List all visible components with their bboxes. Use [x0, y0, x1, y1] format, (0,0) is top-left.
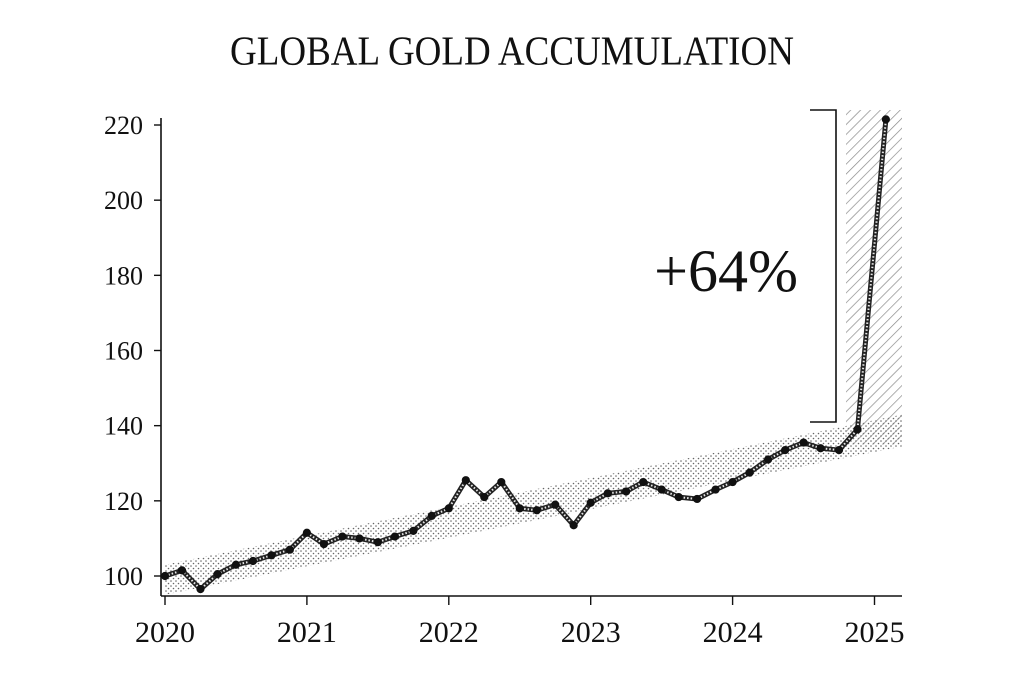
data-point [497, 477, 506, 487]
x-tick-label: 2022 [419, 616, 479, 649]
y-tick-label: 120 [104, 487, 143, 516]
y-tick-label: 200 [104, 186, 143, 215]
data-point [728, 477, 737, 487]
data-point [693, 494, 702, 504]
data-point [745, 468, 754, 477]
y-tick-label: 100 [104, 562, 143, 591]
data-point [461, 476, 470, 485]
data-point [586, 498, 595, 507]
x-tick-label: 2021 [277, 616, 337, 649]
data-point [231, 560, 241, 569]
highlight-region [846, 110, 902, 445]
data-point [160, 571, 170, 581]
data-point [390, 532, 399, 541]
data-point [319, 539, 329, 549]
data-point [781, 445, 790, 455]
data-point [799, 438, 808, 447]
data-point [816, 444, 825, 453]
data-point [674, 492, 683, 502]
annotation-bracket [810, 109, 837, 423]
x-tick-label: 2020 [135, 616, 195, 649]
data-point [622, 487, 631, 496]
y-tick-label: 160 [104, 337, 143, 366]
trend-band [165, 414, 902, 595]
data-point [267, 551, 276, 560]
data-point [213, 570, 222, 579]
x-tick-label: 2023 [561, 616, 621, 649]
data-point [881, 115, 890, 124]
data-point [763, 455, 773, 464]
series-line-texture [164, 119, 887, 591]
data-point [196, 585, 205, 594]
data-point [248, 556, 258, 566]
data-point [515, 504, 524, 513]
data-point [834, 445, 844, 455]
data-point [373, 538, 382, 547]
data-point [569, 521, 578, 530]
data-point [302, 528, 311, 537]
data-point [657, 485, 666, 494]
data-point [409, 526, 418, 536]
data-point [285, 545, 294, 554]
data-point [177, 566, 187, 575]
data-point [338, 532, 347, 541]
annotation-label: +64% [654, 238, 798, 304]
data-point [444, 504, 453, 513]
chart-title: GLOBAL GOLD ACCUMULATION [230, 28, 794, 75]
data-point [480, 492, 489, 502]
data-point [639, 477, 648, 487]
data-point [711, 485, 720, 494]
data-point [355, 534, 364, 543]
data-point [853, 425, 862, 434]
x-tick-label: 2024 [703, 616, 763, 649]
data-point [551, 500, 560, 509]
data-point [603, 489, 612, 498]
y-tick-label: 180 [104, 261, 143, 290]
data-point [427, 511, 436, 520]
data-point [532, 506, 541, 515]
y-tick-label: 140 [104, 412, 143, 441]
x-tick-label: 2025 [845, 616, 905, 649]
y-tick-label: 220 [104, 111, 143, 140]
